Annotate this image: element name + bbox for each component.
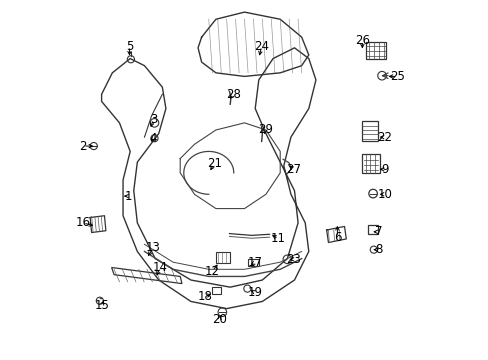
Text: 20: 20 [212,313,226,326]
Bar [216,252,230,263]
Text: 2: 2 [79,140,86,153]
Text: 11: 11 [270,233,285,246]
Text: 5: 5 [125,40,133,53]
Text: 10: 10 [377,188,391,201]
Bar [365,42,385,59]
Text: 7: 7 [374,225,382,238]
Text: 9: 9 [380,163,388,176]
Text: 15: 15 [94,299,109,312]
Text: 16: 16 [75,216,90,229]
Text: 29: 29 [257,123,272,136]
Text: 28: 28 [225,88,240,101]
Bar [362,121,378,141]
Text: 23: 23 [286,253,301,266]
Text: 4: 4 [149,132,157,145]
Text: 25: 25 [389,70,404,83]
Bar [367,225,378,234]
Text: 24: 24 [254,40,268,53]
Text: 22: 22 [377,131,391,144]
Bar [247,258,258,266]
Text: 27: 27 [285,163,301,176]
Text: 3: 3 [149,113,157,126]
Text: 19: 19 [247,286,262,299]
Text: 14: 14 [153,261,168,274]
Text: 13: 13 [146,241,161,255]
Text: 18: 18 [197,289,212,303]
Bar [211,287,220,294]
Bar [362,154,379,173]
Text: 17: 17 [247,256,262,269]
Text: 1: 1 [124,190,132,203]
Text: 8: 8 [374,243,381,256]
Text: 26: 26 [354,34,369,47]
Text: 21: 21 [206,157,221,170]
Text: 12: 12 [204,265,220,278]
Text: 6: 6 [333,231,341,244]
